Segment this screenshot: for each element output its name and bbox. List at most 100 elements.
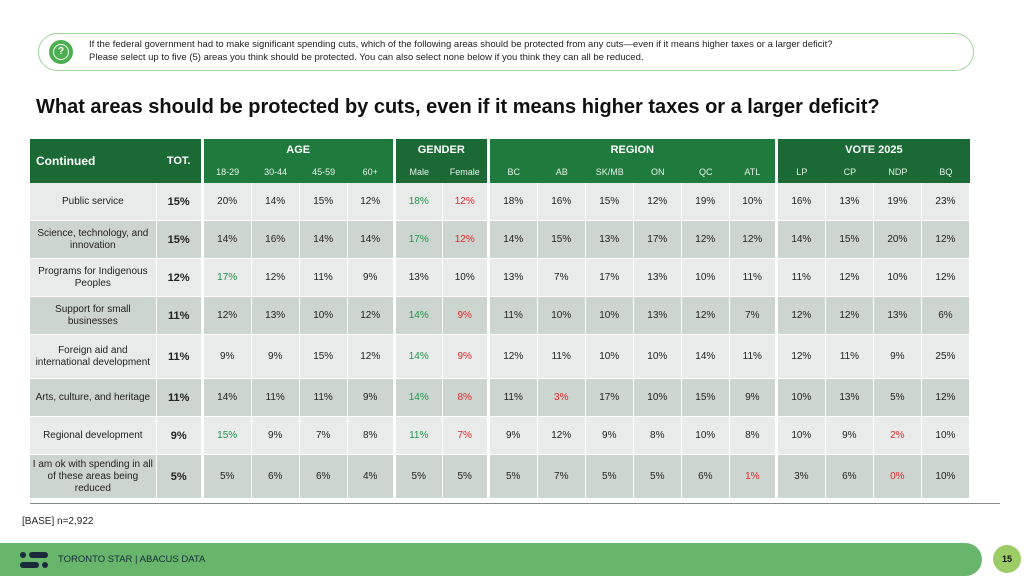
tot-value: 12% [156,259,204,297]
footer-text: TORONTO STAR | ABACUS DATA [58,554,206,565]
cell-value: 18% [395,183,443,221]
cell-value: 5% [395,455,443,499]
cell-value: 17% [585,379,634,417]
cell-value: 8% [729,417,778,455]
row-label: Public service [30,183,157,221]
cell-value: 12% [347,297,396,335]
cell-value: 14% [489,221,538,259]
page-number: 15 [993,545,1021,573]
cell-value: 15% [299,183,348,221]
cell-value: 12% [921,379,970,417]
column-header-row: 18-29 30-44 45-59 60+ Male Female BC AB SK/MB ON Q… [30,161,970,183]
cell-value: 12% [729,221,778,259]
cell-value: 10% [873,259,922,297]
cell-value: 12% [681,221,730,259]
column-header: AB [537,161,586,183]
cell-value: 13% [825,183,874,221]
row-label: Programs for Indigenous Peoples [30,259,157,297]
column-header: ATL [729,161,778,183]
column-header: SK/MB [585,161,634,183]
cell-value: 17% [633,221,682,259]
cell-value: 10% [442,259,490,297]
corner-label: Continued [30,139,157,183]
question-chat-icon: ? [49,40,73,64]
cell-value: 8% [442,379,490,417]
cell-value: 5% [203,455,252,499]
results-table: Continued TOT. AGE GENDER REGION VOTE 20… [30,139,970,499]
question-line-1: If the federal government had to make si… [89,39,833,50]
cell-value: 5% [873,379,922,417]
cell-value: 15% [585,183,634,221]
cell-value: 12% [777,297,826,335]
cell-value: 7% [537,259,586,297]
cell-value: 20% [873,221,922,259]
cell-value: 8% [347,417,396,455]
cell-value: 6% [825,455,874,499]
row-label: I am ok with spending in all of these ar… [30,455,157,499]
cell-value: 0% [873,455,922,499]
row-label: Arts, culture, and heritage [30,379,157,417]
cell-value: 5% [489,455,538,499]
row-label: Science, technology, and innovation [30,221,157,259]
cell-value: 12% [921,259,970,297]
table-row: Public service 15% 20% 14% 15% 12% 18% 12% 18% 16… [30,183,970,221]
cell-value: 13% [825,379,874,417]
cell-value: 15% [537,221,586,259]
cell-value: 14% [395,335,443,379]
abacus-logo-icon [20,552,48,568]
cell-value: 12% [633,183,682,221]
group-header-age: AGE [203,139,396,161]
cell-value: 10% [585,335,634,379]
cell-value: 12% [489,335,538,379]
cell-value: 7% [442,417,490,455]
table-row: Programs for Indigenous Peoples 12% 17% 12%… [30,259,970,297]
cell-value: 12% [825,297,874,335]
cell-value: 25% [921,335,970,379]
column-header: 60+ [347,161,396,183]
cell-value: 11% [825,335,874,379]
cell-value: 11% [537,335,586,379]
cell-value: 12% [777,335,826,379]
cell-value: 14% [203,379,252,417]
cell-value: 6% [299,455,348,499]
column-header: BQ [921,161,970,183]
cell-value: 3% [777,455,826,499]
cell-value: 17% [585,259,634,297]
column-header: 18-29 [203,161,252,183]
cell-value: 10% [729,183,778,221]
cell-value: 12% [921,221,970,259]
tot-value: 15% [156,183,204,221]
table-row: Science, technology, and innovation 15% 14… [30,221,970,259]
cell-value: 14% [203,221,252,259]
cell-value: 7% [299,417,348,455]
cell-value: 10% [777,417,826,455]
cell-value: 5% [585,455,634,499]
cell-value: 9% [825,417,874,455]
cell-value: 9% [251,335,300,379]
column-header: 30-44 [251,161,300,183]
cell-value: 4% [347,455,396,499]
cell-value: 6% [251,455,300,499]
cell-value: 13% [395,259,443,297]
column-header: QC [681,161,730,183]
cell-value: 12% [442,183,490,221]
cell-value: 5% [633,455,682,499]
cell-value: 7% [729,297,778,335]
group-header-gender: GENDER [395,139,490,161]
cell-value: 9% [203,335,252,379]
cell-value: 11% [299,259,348,297]
row-label: Regional development [30,417,157,455]
tot-value: 15% [156,221,204,259]
cell-value: 6% [681,455,730,499]
question-text: If the federal government had to make si… [89,38,833,64]
table-row: Support for small businesses 11% 12% 13% 10%… [30,297,970,335]
cell-value: 14% [347,221,396,259]
cell-value: 23% [921,183,970,221]
cell-value: 1% [729,455,778,499]
cell-value: 14% [395,297,443,335]
column-header: BC [489,161,538,183]
cell-value: 11% [729,259,778,297]
cell-value: 11% [395,417,443,455]
column-header: Female [442,161,490,183]
cell-value: 17% [203,259,252,297]
